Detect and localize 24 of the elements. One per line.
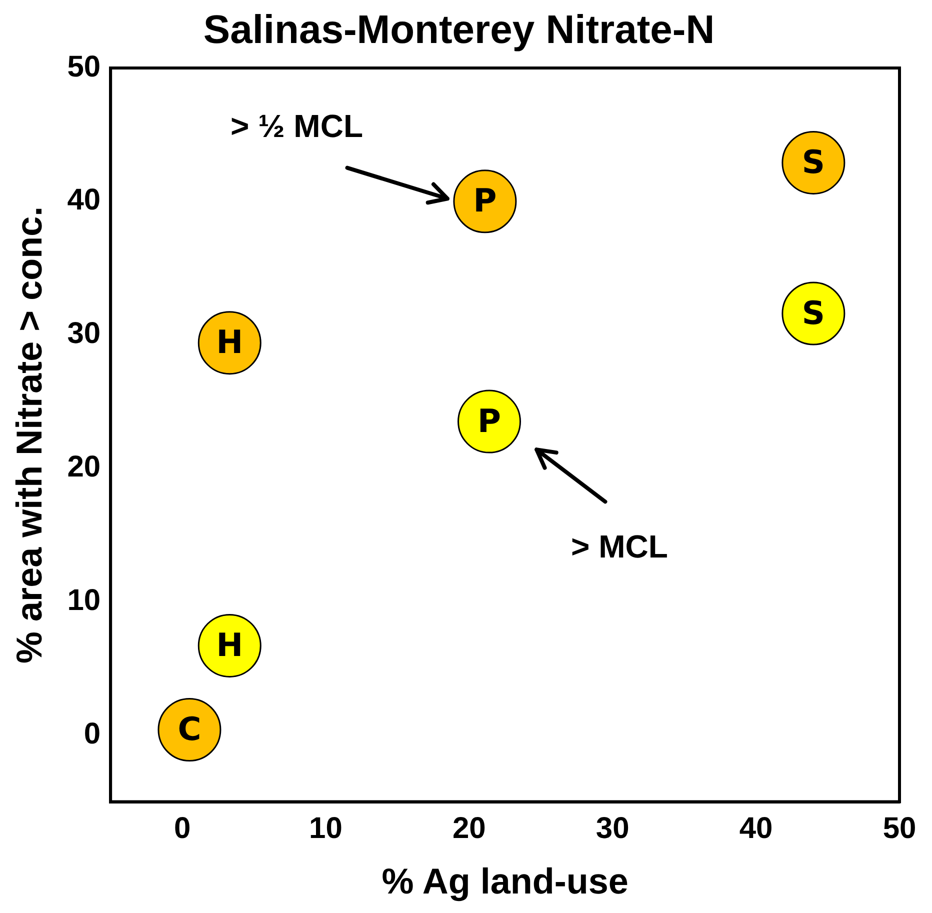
- x-tick-label: 50: [882, 812, 916, 846]
- y-tick-label: 50: [67, 50, 101, 84]
- annotation: P: [473, 182, 497, 220]
- annotation: P: [478, 402, 501, 440]
- annotation: > ½ MCL: [230, 108, 363, 144]
- annotation: S: [802, 294, 825, 332]
- y-tick-label: 30: [67, 317, 101, 350]
- y-tick-label: 20: [67, 450, 101, 484]
- annotation: > MCL: [570, 528, 668, 564]
- x-tick-label: 20: [452, 812, 486, 846]
- annotation: C: [178, 710, 202, 748]
- x-tick-label: 0: [174, 812, 191, 846]
- y-tick-label: 10: [67, 584, 101, 617]
- x-axis-title: % Ag land-use: [382, 860, 628, 902]
- x-tick-label: 30: [596, 812, 630, 846]
- chart-title: Salinas-Monterey Nitrate-N: [203, 8, 715, 52]
- y-tick-label: 40: [67, 184, 101, 217]
- annotation: H: [216, 323, 244, 362]
- y-tick-label: 0: [84, 717, 101, 750]
- annotation: H: [216, 626, 244, 664]
- annotation: S: [802, 143, 825, 182]
- y-axis-title: % area with Nitrate > conc.: [8, 206, 50, 664]
- x-tick-label: 10: [309, 812, 342, 846]
- x-tick-label: 40: [739, 812, 773, 846]
